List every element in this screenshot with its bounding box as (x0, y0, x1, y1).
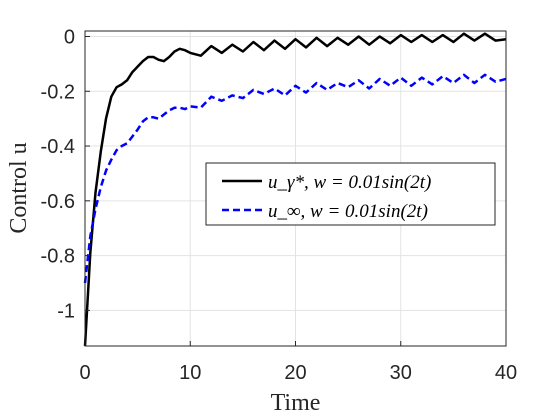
y-tick-label: -0.8 (41, 246, 75, 268)
x-tick-label: 30 (390, 362, 412, 384)
x-tick-label: 40 (495, 362, 517, 384)
series-line-2 (83, 73, 507, 284)
legend-label-series-2: u_∞, w = 0.01sin(2t) (268, 201, 428, 222)
y-axis: 0 -0.2 -0.4 -0.6 -0.8 -1 (41, 26, 90, 322)
legend-label-series-1: u_γ*, w = 0.01sin(2t) (268, 172, 431, 193)
y-axis-title: Control u (6, 142, 32, 233)
x-tick-label: 0 (79, 362, 90, 384)
y-tick-label: -0.6 (41, 191, 75, 213)
y-tick-label: -1 (57, 300, 75, 322)
x-axis-title: Time (271, 390, 321, 416)
series-lines (83, 32, 507, 347)
series-line-1 (83, 32, 507, 347)
legend-box (205, 162, 496, 226)
y-tick-label: 0 (64, 26, 75, 48)
x-tick-label: 10 (179, 362, 201, 384)
x-axis: 0 10 20 30 40 (79, 341, 517, 384)
y-tick-label: -0.2 (41, 81, 75, 103)
x-tick-label: 20 (284, 362, 306, 384)
legend: u_γ*, w = 0.01sin(2t) u_∞, w = 0.01sin(2… (205, 162, 496, 226)
y-tick-label: -0.4 (41, 136, 75, 158)
